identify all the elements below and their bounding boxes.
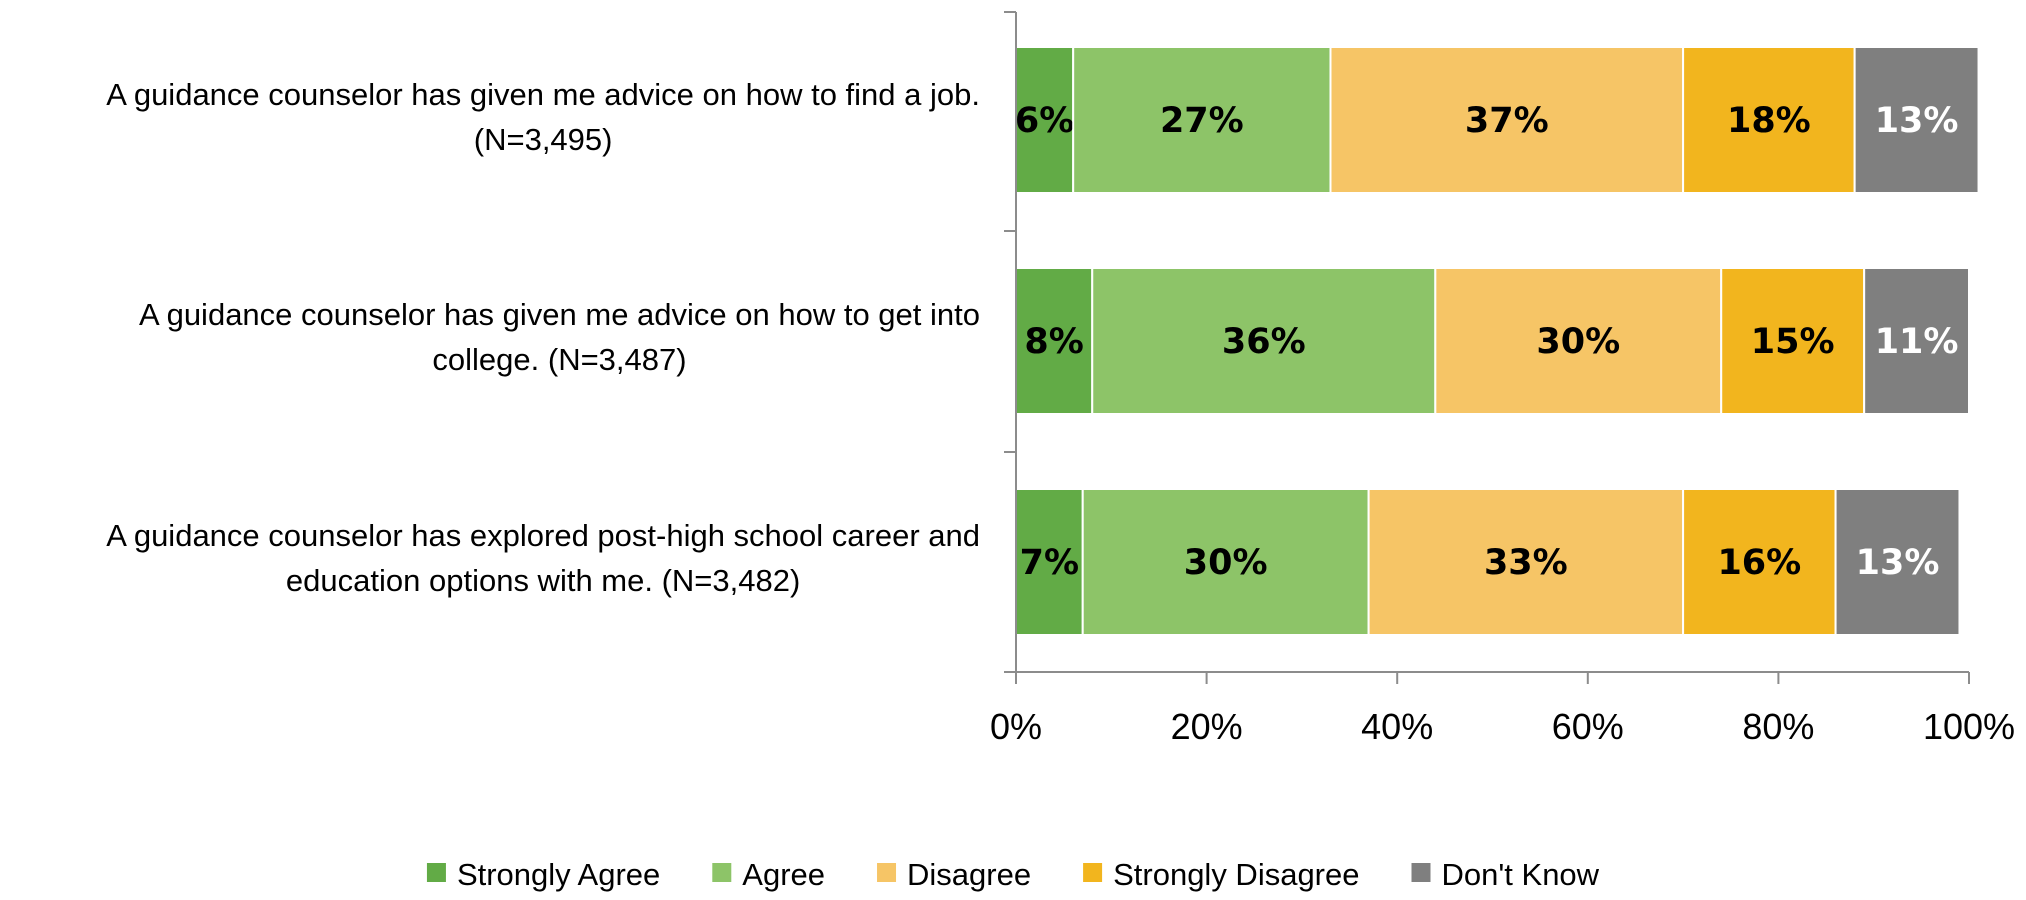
data-label: 15% [1751,322,1835,362]
x-tick-label: 80% [1742,706,1814,747]
category-label: A guidance counselor has given me advice… [106,77,980,112]
data-label: 7% [1020,543,1079,583]
bar-segment [1434,267,1723,415]
category-label: (N=3,495) [474,122,613,157]
category-label: college. (N=3,487) [432,342,686,377]
legend-item: Strongly Disagree [1083,857,1360,892]
legend-swatch [712,863,732,882]
data-label: 18% [1727,101,1811,141]
data-label: 30% [1536,322,1620,362]
legend-item: Disagree [877,857,1031,892]
x-tick-label: 0% [990,706,1042,747]
legend-item: Strongly Agree [426,857,660,892]
data-label: 27% [1160,101,1244,141]
data-label: 13% [1856,543,1940,583]
data-label: 37% [1465,101,1549,141]
legend-swatch [877,863,897,882]
legend-swatch [1083,863,1103,882]
legend-swatch [426,863,446,882]
bar-segment [1072,46,1332,194]
bar-segment [1081,488,1370,636]
legend-swatch [1411,863,1431,882]
legend-item: Agree [712,857,825,892]
bar-segment [1682,46,1856,194]
bar-segment [1834,488,1961,636]
bar-segment [1329,46,1685,194]
x-tick-label: 100% [1923,706,2015,747]
data-label: 8% [1024,322,1083,362]
x-tick-label: 40% [1361,706,1433,747]
x-tick-label: 60% [1552,706,1624,747]
legend-label: Strongly Agree [457,857,660,892]
category-label: A guidance counselor has given me advice… [139,297,980,332]
data-label: 33% [1484,543,1568,583]
data-label: 11% [1875,322,1959,362]
axes: 0% 20% 40% 60% 80% 100% [990,11,2015,747]
data-label: 30% [1184,543,1268,583]
bar-segment [1367,488,1685,636]
x-tick-label: 20% [1171,706,1243,747]
category-label: education options with me. (N=3,482) [286,563,800,598]
legend-label: Agree [742,857,825,892]
data-label: 6% [1015,101,1074,141]
category-labels: A guidance counselor has given me advice… [106,77,980,598]
bar-segment [1682,488,1837,636]
bars: 6% 27% 37% 18% 13% 8% 36% 30% 15% 11% 7% 30% 33% 16% 1… [1015,46,1980,636]
bar-segment [1720,267,1866,415]
data-label: 36% [1222,322,1306,362]
data-label: 13% [1875,101,1959,141]
legend-label: Disagree [907,857,1031,892]
category-label: A guidance counselor has explored post-h… [106,518,980,553]
legend: Strongly Agree Agree Disagree Strongly Disa… [426,857,1600,892]
data-label: 16% [1717,543,1801,583]
bar-segment [1863,267,1971,415]
legend-item: Don't Know [1411,857,1600,892]
legend-label: Don't Know [1442,857,1600,892]
bar-segment [1853,46,1980,194]
bar-segment [1091,267,1437,415]
legend-label: Strongly Disagree [1113,857,1359,892]
